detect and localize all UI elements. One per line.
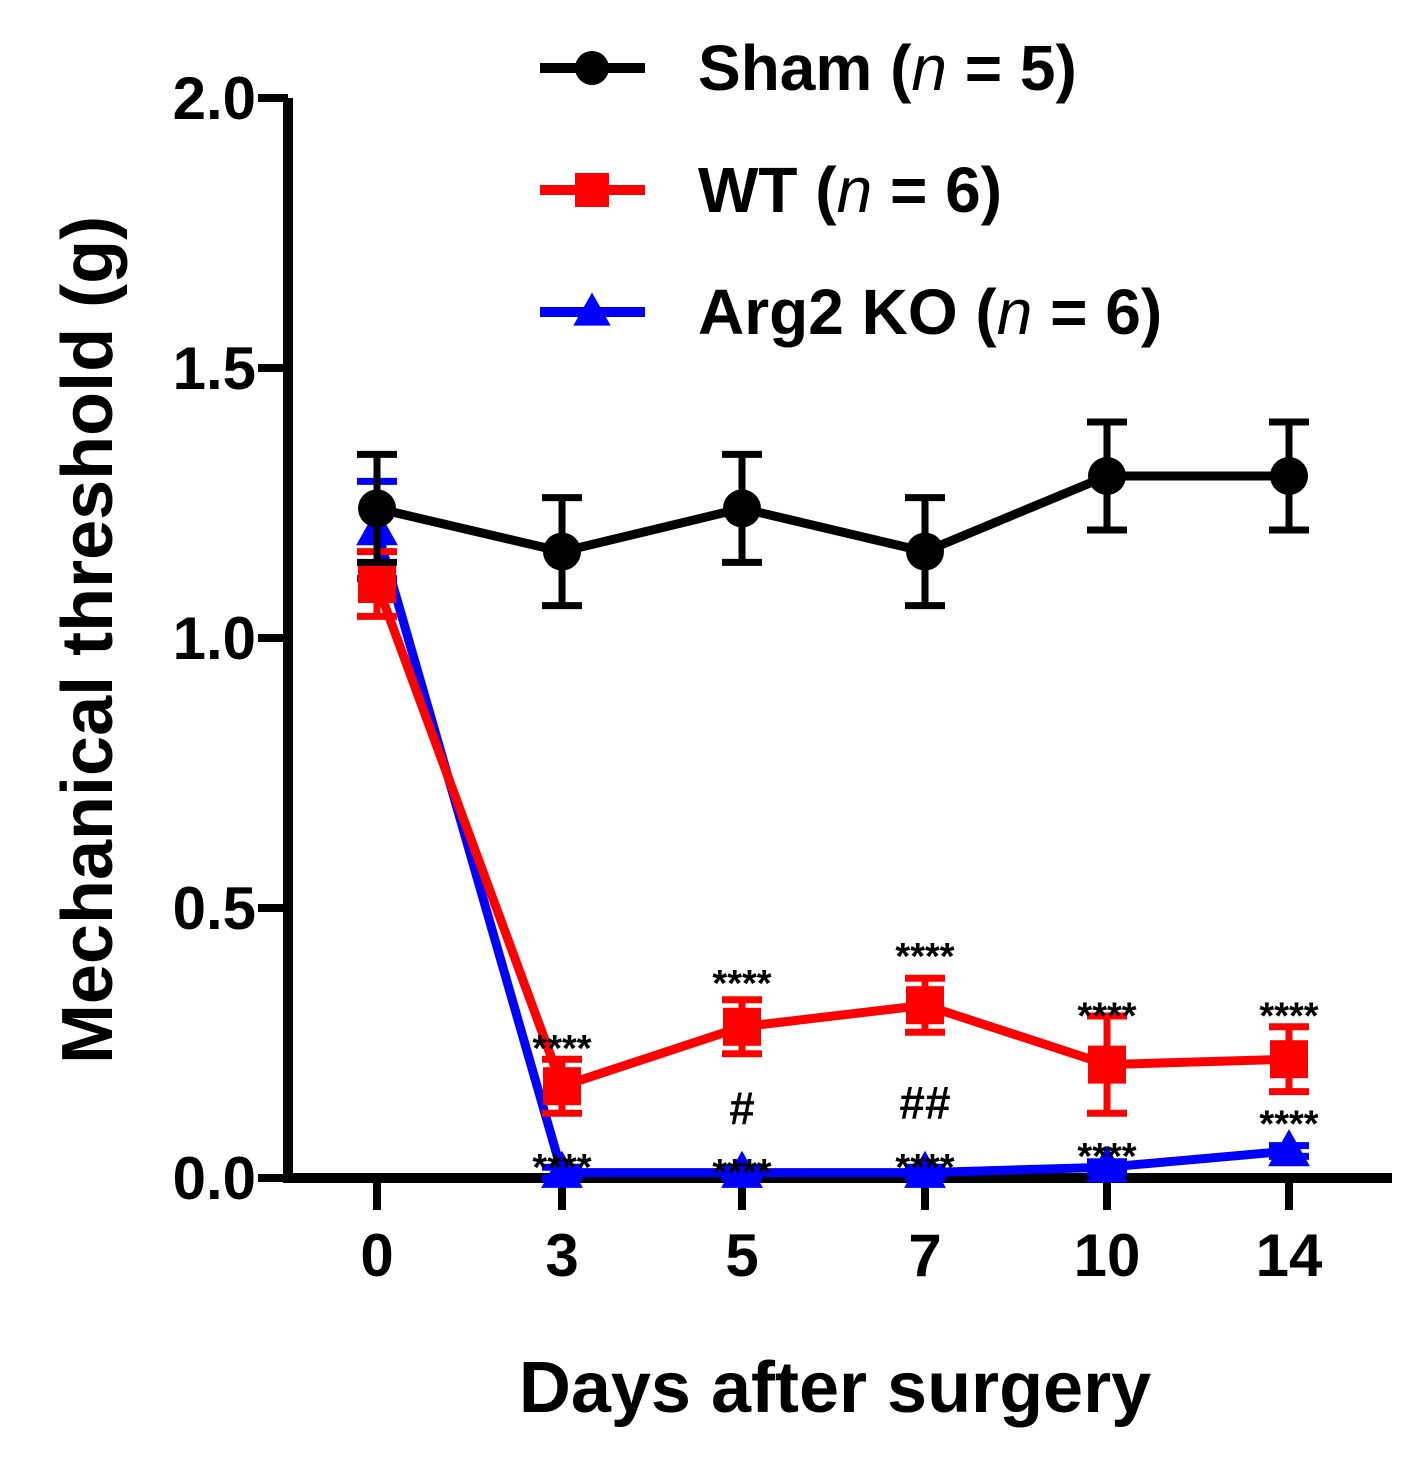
x-tick-label: 10: [1074, 1222, 1141, 1289]
significance-stars: ****: [712, 963, 771, 1005]
legend-series-name: WT (: [698, 154, 837, 226]
legend-marker: [573, 292, 611, 326]
legend-marker: [575, 51, 609, 85]
data-point: [1088, 1045, 1126, 1084]
y-tick-label: 0.0: [173, 1145, 256, 1212]
data-point: [721, 1150, 763, 1188]
data-point: [358, 489, 396, 528]
y-tick-label: 1.5: [173, 335, 256, 402]
data-point: [358, 565, 396, 603]
legend-marker: [575, 173, 609, 207]
legend-n-label: n: [837, 154, 873, 226]
data-point: [1270, 457, 1308, 495]
annotations: **** **** **** **** **** **** **** **** **** ****…: [532, 936, 1318, 1194]
significance-stars: ****: [1077, 1136, 1136, 1178]
y-tick-label: 1.0: [173, 605, 256, 672]
significance-stars: ****: [532, 1028, 591, 1070]
series-layer: [356, 418, 1310, 1188]
data-point: [1270, 1040, 1308, 1079]
significance-stars: ****: [712, 1152, 771, 1194]
series-line: [372, 528, 1290, 1178]
significance-stars: ****: [1077, 996, 1136, 1038]
x-tick-label: 0: [360, 1222, 393, 1289]
data-point: [906, 532, 944, 571]
series-line: [375, 471, 1289, 557]
legend-n-label: n: [911, 32, 947, 104]
data-point: [723, 1007, 761, 1046]
y-tick-label: 2.0: [173, 65, 256, 132]
legend: Sham (n = 5)WT (n = 6)Arg2 KO (n = 6): [540, 32, 1162, 348]
axes: 0.0 0.5 1.0 1.5 2.0 0 3 5 7 10 14: [173, 65, 1392, 1289]
legend-item-wt: WT (n = 6): [540, 154, 1002, 226]
data-point: [1088, 457, 1126, 495]
significance-hash: ##: [899, 1076, 950, 1128]
data-point: [541, 1150, 583, 1188]
data-point: [906, 986, 944, 1025]
legend-item-sham: Sham (n = 5): [540, 32, 1077, 104]
data-point: [904, 1150, 946, 1188]
significance-stars: ****: [1259, 1104, 1318, 1146]
x-tick-label: 3: [545, 1222, 578, 1289]
x-tick-label: 14: [1256, 1222, 1323, 1289]
x-tick-label: 5: [725, 1222, 758, 1289]
legend-label: Sham (n = 5): [698, 32, 1077, 104]
legend-n-value: = 6): [872, 154, 1002, 226]
data-point: [543, 532, 581, 571]
series-wt: [357, 548, 1309, 1117]
legend-label: WT (n = 6): [698, 154, 1002, 226]
series-arg2-ko: [356, 477, 1310, 1188]
significance-hash: #: [729, 1082, 755, 1134]
data-point: [723, 489, 761, 528]
x-tick-label: 7: [908, 1222, 941, 1289]
legend-n-value: = 5): [947, 32, 1077, 104]
data-point: [543, 1067, 581, 1106]
significance-stars: ****: [895, 1147, 954, 1189]
series-sham: [357, 418, 1309, 610]
significance-stars: ****: [1259, 996, 1318, 1038]
data-point: [1086, 1145, 1128, 1183]
significance-stars: ****: [532, 1147, 591, 1189]
legend-label: Arg2 KO (n = 6): [698, 276, 1162, 348]
significance-stars: ****: [895, 936, 954, 978]
legend-series-name: Sham (: [698, 32, 912, 104]
x-axis-title: Days after surgery: [519, 1348, 1151, 1428]
legend-n-value: = 6): [1032, 276, 1162, 348]
legend-series-name: Arg2 KO (: [698, 276, 997, 348]
data-point: [1268, 1129, 1310, 1167]
series-line: [372, 582, 1290, 1091]
y-tick-label: 0.5: [173, 875, 256, 942]
y-axis-title: Mechanical threshold (g): [48, 216, 128, 1064]
legend-n-label: n: [997, 276, 1033, 348]
legend-item-arg2-ko: Arg2 KO (n = 6): [540, 276, 1162, 348]
